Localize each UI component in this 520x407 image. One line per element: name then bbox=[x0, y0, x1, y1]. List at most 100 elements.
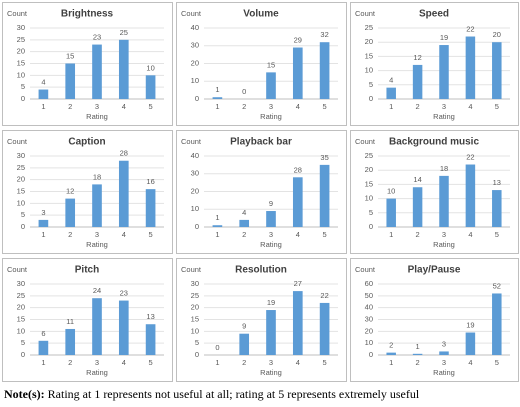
x-tick-label: 2 bbox=[242, 102, 246, 111]
data-label: 10 bbox=[146, 63, 154, 72]
data-label: 28 bbox=[294, 165, 302, 174]
y-tick-label: 25 bbox=[17, 35, 25, 44]
y-tick-label: 30 bbox=[191, 41, 199, 50]
y-tick-label: 10 bbox=[365, 66, 373, 75]
x-tick-label: 3 bbox=[442, 230, 446, 239]
data-label: 32 bbox=[320, 30, 328, 39]
x-tick-label: 2 bbox=[68, 358, 72, 367]
data-label: 18 bbox=[440, 164, 448, 173]
y-tick-label: 10 bbox=[191, 326, 199, 335]
y-tick-label: 10 bbox=[191, 76, 199, 85]
y-tick-label: 0 bbox=[369, 222, 373, 231]
bar bbox=[145, 324, 156, 355]
x-axis-label: Rating bbox=[260, 240, 282, 249]
data-label: 12 bbox=[66, 187, 74, 196]
data-label: 22 bbox=[466, 153, 474, 162]
data-label: 18 bbox=[93, 172, 101, 181]
data-label: 15 bbox=[267, 60, 275, 69]
y-tick-label: 25 bbox=[17, 291, 25, 300]
x-tick-label: 1 bbox=[215, 230, 219, 239]
x-tick-label: 4 bbox=[296, 230, 300, 239]
bar bbox=[319, 302, 330, 355]
bar bbox=[439, 45, 449, 99]
data-label: 16 bbox=[146, 177, 154, 186]
x-tick-label: 3 bbox=[269, 358, 273, 367]
x-tick-label: 1 bbox=[215, 102, 219, 111]
x-axis-label: Rating bbox=[433, 240, 455, 249]
y-tick-label: 15 bbox=[17, 314, 25, 323]
x-axis-label: Rating bbox=[260, 368, 282, 377]
y-axis-label: Count bbox=[181, 9, 202, 18]
y-tick-label: 40 bbox=[191, 151, 199, 160]
data-label: 25 bbox=[120, 28, 128, 37]
data-label: 27 bbox=[294, 279, 302, 288]
x-tick-label: 2 bbox=[416, 358, 420, 367]
data-label: 24 bbox=[93, 286, 101, 295]
y-tick-label: 0 bbox=[195, 350, 199, 359]
y-tick-label: 40 bbox=[365, 303, 373, 312]
data-label: 35 bbox=[320, 153, 328, 162]
y-tick-label: 15 bbox=[17, 186, 25, 195]
x-tick-label: 3 bbox=[95, 358, 99, 367]
data-label: 52 bbox=[493, 281, 501, 290]
note: Note(s): Rating at 1 represents not usef… bbox=[4, 387, 420, 401]
x-axis-label: Rating bbox=[433, 112, 455, 121]
y-tick-label: 20 bbox=[17, 175, 25, 184]
data-label: 15 bbox=[66, 51, 74, 60]
y-axis-label: Count bbox=[7, 137, 28, 146]
data-label: 19 bbox=[440, 33, 448, 42]
y-axis-label: Count bbox=[181, 265, 202, 274]
x-tick-label: 1 bbox=[389, 358, 393, 367]
x-tick-label: 2 bbox=[68, 230, 72, 239]
y-tick-label: 30 bbox=[191, 279, 199, 288]
chart-title: Volume bbox=[243, 9, 279, 20]
y-tick-label: 20 bbox=[191, 303, 199, 312]
data-label: 0 bbox=[215, 343, 219, 352]
y-tick-label: 50 bbox=[365, 291, 373, 300]
y-axis-label: Count bbox=[355, 137, 376, 146]
x-tick-label: 5 bbox=[323, 230, 327, 239]
x-axis-label: Rating bbox=[86, 112, 108, 121]
data-label: 10 bbox=[387, 187, 395, 196]
bar bbox=[319, 42, 330, 99]
x-tick-label: 2 bbox=[68, 102, 72, 111]
x-tick-label: 1 bbox=[41, 230, 45, 239]
x-tick-label: 4 bbox=[296, 102, 300, 111]
y-tick-label: 5 bbox=[369, 80, 373, 89]
x-axis-label: Rating bbox=[433, 368, 455, 377]
bar bbox=[266, 310, 276, 355]
bar bbox=[212, 225, 223, 227]
bar bbox=[239, 219, 250, 227]
y-tick-label: 5 bbox=[21, 338, 25, 347]
x-tick-label: 4 bbox=[122, 358, 126, 367]
bar bbox=[386, 352, 396, 355]
x-tick-label: 5 bbox=[495, 230, 499, 239]
y-tick-label: 20 bbox=[365, 326, 373, 335]
data-label: 4 bbox=[41, 78, 45, 87]
y-tick-label: 20 bbox=[191, 58, 199, 67]
x-tick-label: 1 bbox=[389, 230, 393, 239]
data-label: 14 bbox=[413, 175, 421, 184]
bar bbox=[266, 72, 276, 99]
y-tick-label: 30 bbox=[191, 169, 199, 178]
bar bbox=[465, 164, 476, 227]
y-tick-label: 20 bbox=[17, 47, 25, 56]
y-tick-label: 10 bbox=[17, 70, 25, 79]
bar bbox=[38, 219, 49, 227]
x-tick-label: 3 bbox=[95, 230, 99, 239]
bar bbox=[412, 353, 423, 355]
bar bbox=[386, 87, 396, 99]
y-tick-label: 0 bbox=[195, 222, 199, 231]
y-tick-label: 0 bbox=[21, 350, 25, 359]
x-tick-label: 3 bbox=[269, 230, 273, 239]
data-label: 2 bbox=[389, 341, 393, 350]
data-label: 1 bbox=[215, 213, 219, 222]
chart-title: Brightness bbox=[61, 9, 114, 20]
note-label: Note(s): bbox=[4, 387, 45, 401]
data-label: 12 bbox=[413, 53, 421, 62]
x-tick-label: 4 bbox=[468, 102, 472, 111]
data-label: 28 bbox=[120, 149, 128, 158]
y-tick-label: 30 bbox=[17, 279, 25, 288]
chart-title: Resolution bbox=[235, 265, 287, 276]
